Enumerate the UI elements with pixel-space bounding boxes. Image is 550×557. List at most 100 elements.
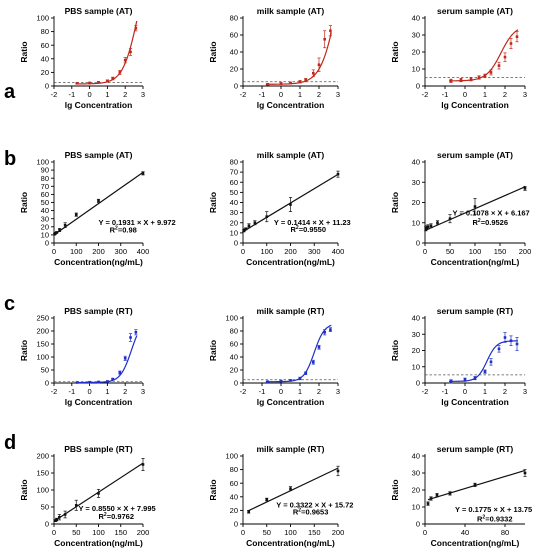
y-tick-label: 40 [412,158,420,167]
x-tick-label: 3 [141,90,145,99]
r-squared: R2=0.9550 [291,225,327,234]
y-tick-label: 50 [41,503,49,512]
y-tick-label: 150 [36,340,49,349]
data-point [483,74,487,78]
panel-label-b: b [4,148,16,170]
data-point [63,223,67,227]
r-squared-prefix: R [477,514,483,523]
chart-title: serum sample (RT) [437,444,514,454]
regression-equation: Y = 0.1775 × X + 13.75 [455,505,532,514]
data-point [515,342,519,346]
x-tick-label: 0 [241,528,245,537]
x-tick-label: 300 [114,247,127,256]
x-tick-label: 150 [308,528,321,537]
data-point [523,471,527,475]
r-squared: R2=0.98 [110,225,137,234]
data-point [55,231,58,234]
y-tick-label: 50 [41,198,49,207]
y-tick-label: 40 [230,353,238,362]
data-point [289,379,292,382]
x-tick-label: 200 [284,247,297,256]
y-tick-label: 10 [412,362,420,371]
x-tick-label: 400 [137,247,150,256]
x-tick-label: 0 [52,528,56,537]
chart-6: 0 50 100 150 200 0 10 20 30 40 serum sample (AT) Co… [390,150,531,267]
x-tick-label: 0 [88,387,92,396]
r-squared-prefix: R [473,218,479,227]
data-point [436,221,439,225]
x-axis-label: Concentration(ng/mL) [431,538,520,548]
y-tick-label: 30 [412,31,420,40]
r-squared-superscript: 2 [482,514,485,520]
data-point [265,498,269,501]
y-axis-label: Ratio [390,479,400,500]
data-point [304,371,307,375]
x-axis-label: lg Concentration [257,397,325,407]
data-point [329,29,332,33]
data-point [141,172,145,175]
data-point [473,205,477,208]
data-point [509,339,513,343]
chart-7: -2 -1 0 1 2 3 0 50 100 150 200 250 PBS sample (RT) lg… [19,306,145,407]
data-point [503,336,507,339]
x-axis-label: lg Concentration [441,100,509,110]
y-tick-label: 0 [234,239,238,248]
x-tick-label: 50 [263,528,271,537]
x-tick-label: 2 [503,387,507,396]
data-point [312,360,315,364]
data-point [317,345,321,349]
data-point [265,215,269,218]
x-tick-label: 0 [88,90,92,99]
y-tick-label: 80 [230,465,238,474]
x-tick-label: 50 [72,528,80,537]
r-squared-prefix: R [293,507,299,516]
x-tick-label: 3 [523,90,527,99]
y-tick-label: 10 [412,65,420,74]
x-tick-label: 3 [336,387,340,396]
data-point [473,376,477,380]
data-point [58,228,61,232]
y-tick-label: 200 [36,452,49,461]
chart-title: milk sample (AT) [257,150,325,160]
x-tick-label: 2 [503,90,507,99]
y-tick-label: 0 [45,520,49,529]
data-point [129,50,132,54]
y-tick-label: 40 [412,314,420,323]
x-tick-label: 1 [298,90,302,99]
r-squared-superscript: 2 [296,225,299,231]
x-axis-label: Concentration(ng/mL) [246,257,335,267]
y-tick-label: 20 [230,506,238,515]
y-tick-label: 0 [45,379,49,388]
r-squared: R2=0.9653 [293,507,329,516]
data-point [106,380,109,383]
r-squared-prefix: R [99,512,105,521]
data-point [74,504,78,507]
data-point [463,378,467,382]
data-point [304,78,307,82]
y-axis-label: Ratio [19,192,29,213]
x-tick-label: 2 [123,387,127,396]
r-squared-superscript: 2 [104,512,107,518]
y-tick-label: 20 [412,198,420,207]
data-point [477,76,481,79]
y-tick-label: 80 [41,174,49,183]
fit-line [427,469,526,501]
data-point [134,26,138,30]
y-axis-label: Ratio [19,340,29,361]
x-tick-label: -2 [51,90,58,99]
data-point [435,493,439,497]
y-tick-label: 20 [41,68,49,77]
data-point [97,199,100,203]
chart-title: PBS sample (AT) [65,6,133,16]
data-point [426,502,430,505]
x-tick-label: 0 [279,387,283,396]
x-tick-label: 1 [298,387,302,396]
y-tick-label: 100 [36,14,49,23]
y-tick-label: 60 [230,340,238,349]
fit-curve [75,335,138,384]
x-tick-label: 100 [469,247,482,256]
data-point [515,35,519,38]
r-squared: R2=0.9526 [473,218,509,227]
